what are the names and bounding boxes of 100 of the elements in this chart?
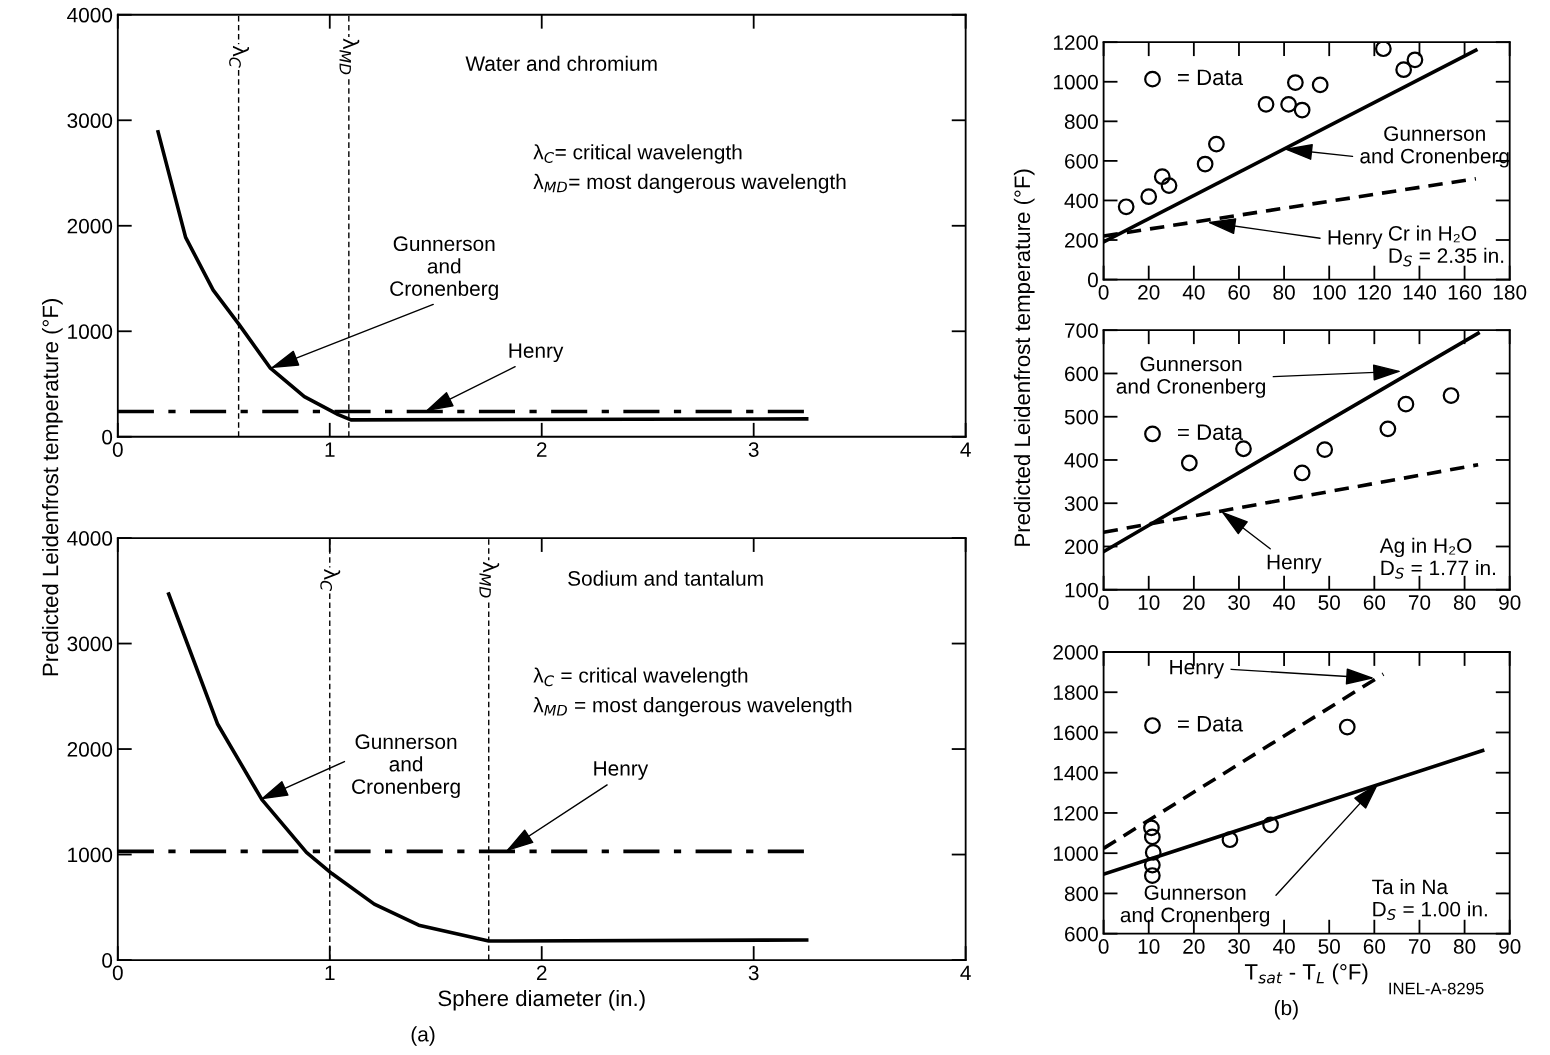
x-tick-label: 30 bbox=[1228, 939, 1250, 954]
x-tick-label: 10 bbox=[1138, 595, 1160, 610]
annotation: Henry bbox=[1328, 230, 1383, 249]
text: INEL-A-8295 bbox=[1389, 982, 1484, 995]
y-tick-label: 600 bbox=[1065, 366, 1098, 382]
x-tick-label: 0 bbox=[1098, 284, 1109, 300]
y-tick-label: 700 bbox=[1065, 323, 1098, 338]
y-tick-label: 2000 bbox=[1053, 644, 1098, 660]
x-tick-label: 30 bbox=[1228, 595, 1250, 610]
legend-label: = Data bbox=[1178, 716, 1244, 732]
text: (b) bbox=[1274, 1000, 1298, 1020]
x-tick-label: 2 bbox=[536, 965, 547, 981]
y-tick-label: 1800 bbox=[1053, 685, 1098, 700]
x-tick-label: 0 bbox=[112, 965, 123, 981]
y-tick-label: 1400 bbox=[1053, 765, 1098, 781]
x-tick-label: 80 bbox=[1453, 939, 1476, 954]
y-tick-label: 1200 bbox=[1053, 35, 1098, 50]
annotation: Cr in H₂O D$_{S}$ = 2.35 in. bbox=[1388, 225, 1504, 267]
annotation: λ$_{MD}$= most dangerous wavelength bbox=[533, 173, 846, 194]
x-tick-label: 120 bbox=[1358, 284, 1391, 300]
x-tick-label: 140 bbox=[1403, 284, 1437, 300]
y-tick-label: 4000 bbox=[67, 531, 113, 546]
text: (a) bbox=[411, 1026, 435, 1046]
y-tick-label: 600 bbox=[1065, 153, 1098, 169]
x-tick-label: 2 bbox=[536, 442, 547, 457]
x-tick-label: 1 bbox=[325, 965, 335, 981]
x-tick-label: 40 bbox=[1272, 595, 1295, 610]
x-tick-label: 70 bbox=[1408, 939, 1431, 954]
x-tick-label: 3 bbox=[748, 965, 759, 981]
y-tick-label: 2000 bbox=[67, 218, 113, 234]
x-tick-label: 20 bbox=[1138, 284, 1160, 300]
x-tick-label: 4 bbox=[960, 965, 971, 981]
x-tick-label: 180 bbox=[1493, 284, 1527, 300]
y-axis-title: Predicted Leidenfrost temperature (°F) bbox=[1013, 169, 1035, 546]
annotation: Henry bbox=[1267, 554, 1322, 574]
legend-label: = Data bbox=[1178, 69, 1244, 86]
x-tick-label: 40 bbox=[1272, 939, 1295, 954]
x-tick-label: 60 bbox=[1363, 939, 1386, 954]
annotation: Henry bbox=[1170, 659, 1225, 679]
x-tick-label: 4 bbox=[960, 442, 971, 457]
x-tick-label: 90 bbox=[1499, 939, 1521, 954]
y-tick-label: 0 bbox=[1087, 272, 1098, 288]
x-axis-title: Sphere diameter (in.) bbox=[438, 989, 645, 1011]
annotation: Gunnerson and Cronenberg bbox=[352, 734, 460, 799]
y-tick-label: 0 bbox=[102, 429, 113, 445]
y-axis-title: Predicted Leidenfrost temperature (°F) bbox=[41, 299, 63, 676]
y-tick-label: 1000 bbox=[1053, 846, 1098, 861]
annotation: λ$_{C}$ = critical wavelength bbox=[533, 667, 748, 687]
x-tick-label: 80 bbox=[1273, 284, 1295, 300]
y-tick-label: 100 bbox=[1065, 582, 1098, 598]
ref-line-label: λ$_{MD}$ bbox=[479, 561, 500, 598]
y-tick-label: 500 bbox=[1064, 409, 1098, 425]
x-tick-label: 0 bbox=[1098, 939, 1109, 954]
legend-label: = Data bbox=[1178, 424, 1244, 440]
y-tick-label: 800 bbox=[1064, 114, 1098, 130]
annotation: Ag in H₂O D$_{S}$ = 1.77 in. bbox=[1379, 537, 1495, 579]
y-tick-label: 800 bbox=[1064, 886, 1098, 902]
annotation: Ta in Na D$_{S}$ = 1.00 in. bbox=[1372, 878, 1487, 920]
ref-line-label: λ$_{C}$ bbox=[229, 45, 250, 68]
x-axis-title: T$_{sat}$ - T$_{L}$ (°F) bbox=[1244, 963, 1368, 985]
x-tick-label: 60 bbox=[1363, 595, 1386, 610]
annotation: λ$_{C}$= critical wavelength bbox=[533, 144, 742, 164]
y-tick-label: 200 bbox=[1065, 539, 1098, 555]
annotation: Gunnerson and Cronenberg bbox=[1120, 885, 1270, 927]
x-tick-label: 160 bbox=[1448, 284, 1482, 300]
y-tick-label: 3000 bbox=[67, 636, 113, 652]
y-tick-label: 300 bbox=[1064, 496, 1098, 511]
y-tick-label: 1000 bbox=[1053, 74, 1098, 90]
ref-line-label: λ$_{C}$ bbox=[320, 568, 341, 591]
annotation: Gunnerson and Cronenberg bbox=[1116, 356, 1266, 398]
annotation: Sodium and tantalum bbox=[568, 570, 763, 586]
y-tick-label: 1600 bbox=[1053, 725, 1098, 741]
y-tick-label: 1000 bbox=[68, 847, 113, 863]
annotation: λ$_{MD}$ = most dangerous wavelength bbox=[533, 697, 852, 717]
x-tick-label: 0 bbox=[112, 442, 123, 457]
annotation: Gunnerson and Cronenberg bbox=[390, 236, 498, 301]
x-tick-label: 20 bbox=[1183, 595, 1205, 610]
annotation: Water and chromium bbox=[465, 55, 657, 71]
x-tick-label: 3 bbox=[748, 442, 759, 457]
x-tick-label: 100 bbox=[1313, 284, 1346, 300]
x-tick-label: 50 bbox=[1318, 595, 1340, 610]
x-tick-label: 50 bbox=[1318, 939, 1340, 954]
x-tick-label: 90 bbox=[1499, 595, 1521, 610]
y-tick-label: 400 bbox=[1064, 193, 1098, 209]
y-tick-label: 0 bbox=[102, 953, 113, 968]
x-tick-label: 70 bbox=[1408, 595, 1431, 610]
y-tick-label: 200 bbox=[1065, 233, 1098, 248]
annotation: Henry bbox=[594, 761, 649, 780]
y-tick-label: 1000 bbox=[68, 324, 113, 340]
y-tick-label: 3000 bbox=[67, 113, 113, 129]
x-tick-label: 60 bbox=[1228, 284, 1250, 300]
ref-line-label: λ$_{MD}$ bbox=[339, 38, 360, 75]
x-tick-label: 80 bbox=[1453, 595, 1476, 610]
y-tick-label: 1200 bbox=[1053, 805, 1098, 821]
x-tick-label: 40 bbox=[1182, 284, 1205, 300]
y-tick-label: 2000 bbox=[67, 742, 113, 757]
x-tick-label: 1 bbox=[325, 442, 335, 457]
y-tick-label: 400 bbox=[1064, 452, 1098, 468]
y-tick-label: 600 bbox=[1065, 926, 1098, 942]
annotation: Gunnerson and Cronenberg bbox=[1360, 126, 1509, 168]
